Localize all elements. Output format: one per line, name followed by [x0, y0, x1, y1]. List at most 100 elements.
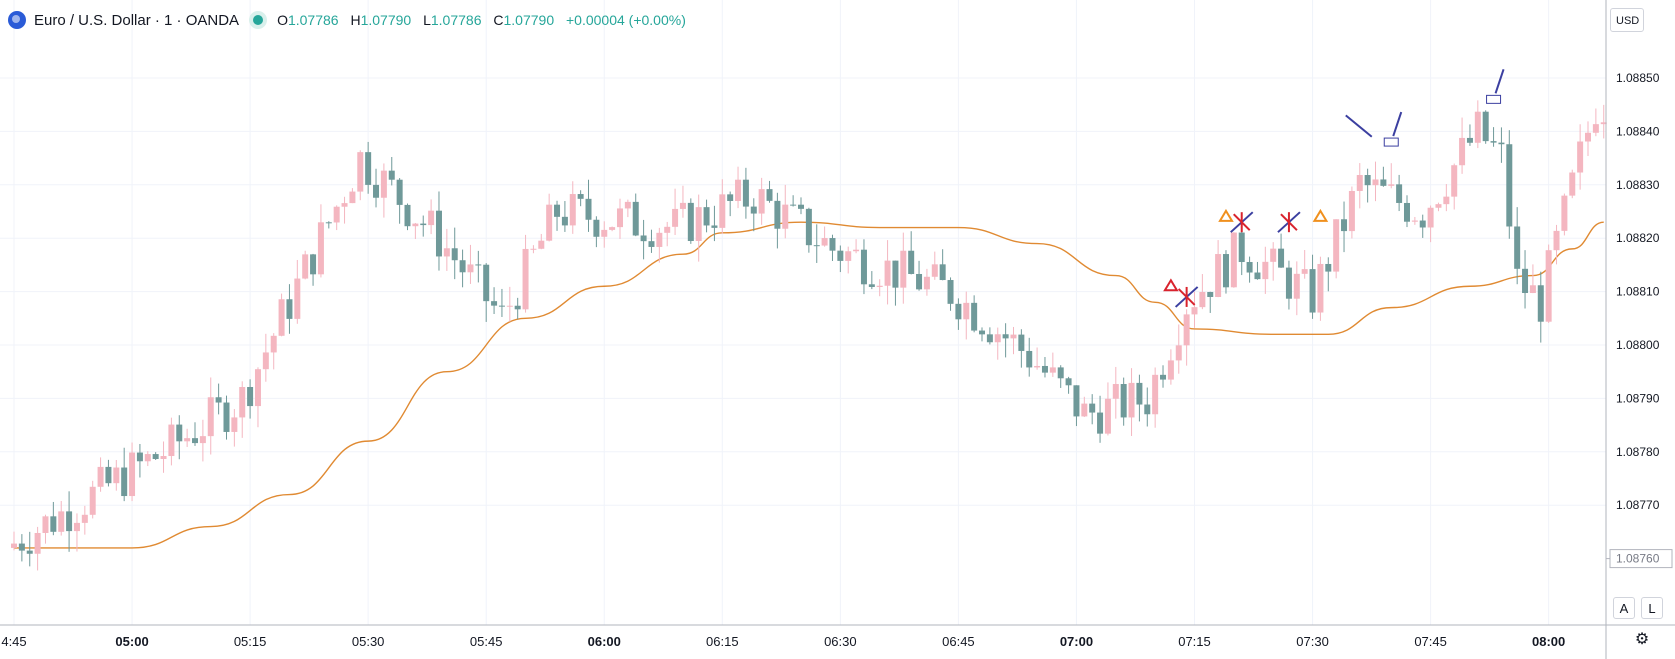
x-tick-label: 05:00 [115, 634, 148, 649]
x-tick-label: 06:30 [824, 634, 857, 649]
settings-icon[interactable]: ⚙ [1634, 631, 1650, 648]
candle-body [1183, 314, 1190, 346]
candle-body [294, 278, 301, 319]
symbol-title[interactable]: Euro / U.S. Dollar · 1 · OANDA [34, 11, 240, 29]
x-tick-label: 05:30 [352, 634, 385, 649]
candle-body [609, 227, 616, 230]
candle-body [892, 260, 899, 288]
candle-body [1380, 179, 1387, 186]
candle-body [1270, 248, 1277, 262]
candle-body [1419, 220, 1426, 228]
candle-body [1506, 144, 1513, 227]
candle-body [813, 245, 820, 247]
candle-body [317, 222, 324, 275]
candle-body [34, 532, 41, 554]
candle-body [26, 550, 33, 554]
candle-body [1482, 111, 1489, 142]
candle-body [1348, 190, 1355, 232]
auto-scale-button[interactable]: A [1613, 597, 1635, 619]
candle-body [703, 207, 710, 226]
triangle-marker [1312, 208, 1329, 222]
candle-body [1403, 202, 1410, 222]
candle-body [672, 208, 679, 227]
candle-body [1128, 382, 1135, 418]
candle-body [1364, 175, 1371, 186]
candle-body [1356, 175, 1363, 191]
ohlc-values: O1.07786 H1.07790 L1.07786 C1.07790 +0.0… [277, 12, 686, 28]
candle-body [648, 241, 655, 247]
candle-body [1435, 204, 1442, 208]
market-status-icon [253, 15, 264, 25]
candle-body [711, 225, 718, 228]
candle-body [1498, 142, 1505, 145]
flag-icon [8, 11, 26, 29]
candle-body [727, 194, 734, 201]
candle-body [1144, 404, 1151, 415]
candle-body [900, 250, 907, 288]
candle-body [1065, 378, 1072, 386]
candle-body [349, 191, 356, 204]
candle-body [357, 152, 364, 192]
candle-body [1120, 384, 1127, 418]
box-marker-line [1494, 69, 1505, 94]
candle-body [373, 184, 380, 198]
close-label: C [493, 12, 504, 28]
last-price-box [1609, 549, 1673, 569]
candle-body [1238, 232, 1245, 263]
candle-body [1175, 345, 1182, 361]
candle-body [412, 223, 419, 227]
candle-body [302, 254, 309, 279]
candle-body [735, 179, 742, 201]
candle-body [404, 204, 411, 227]
candle-body [1152, 374, 1159, 415]
candle-body [66, 511, 73, 532]
candle-body [420, 223, 427, 226]
candle-body [829, 238, 836, 251]
candle-body [42, 516, 49, 533]
candle-body [884, 260, 891, 286]
candle-body [514, 305, 521, 310]
candle-body [89, 486, 96, 515]
candle-body [1325, 263, 1332, 272]
candle-body [963, 302, 970, 320]
candle-body [569, 194, 576, 226]
candle-body [1199, 292, 1206, 308]
candle-body [1545, 250, 1552, 322]
candle-body [530, 248, 537, 250]
candle-body [396, 179, 403, 205]
candle-body [616, 208, 623, 228]
candle-body [1018, 334, 1025, 351]
log-scale-button[interactable]: L [1641, 597, 1663, 619]
candle-body [1514, 226, 1521, 269]
y-tick-label: 1.08790 [1616, 391, 1660, 405]
candle-body [1034, 365, 1041, 368]
candle-body [1474, 111, 1481, 143]
candle-body [1372, 179, 1379, 186]
y-tick-label: 1.08840 [1616, 124, 1660, 138]
x-tick-label: 05:15 [234, 634, 267, 649]
candle-body [538, 240, 545, 249]
candle-body [73, 522, 80, 532]
x-tick-label: 07:45 [1414, 634, 1447, 649]
x-tick-label: 08:00 [1532, 634, 1565, 649]
currency-selector[interactable]: USD [1610, 8, 1644, 32]
candle-body [577, 194, 584, 199]
candle-body [325, 222, 332, 224]
candle-body [1278, 248, 1285, 268]
candle-body [270, 335, 277, 353]
candle-body [1561, 195, 1568, 231]
candle-body [1230, 232, 1237, 288]
x-tick-label: 07:00 [1060, 634, 1093, 649]
candle-body [1010, 334, 1017, 339]
candle-body [1285, 267, 1292, 299]
candle-body [1222, 254, 1229, 288]
candle-body [1490, 141, 1497, 143]
candle-body [593, 219, 600, 237]
candle-body [640, 235, 647, 242]
candle-body [1073, 385, 1080, 417]
x-tick-label: 07:30 [1296, 634, 1329, 649]
candle-body [81, 514, 88, 523]
candle-body [333, 206, 340, 223]
